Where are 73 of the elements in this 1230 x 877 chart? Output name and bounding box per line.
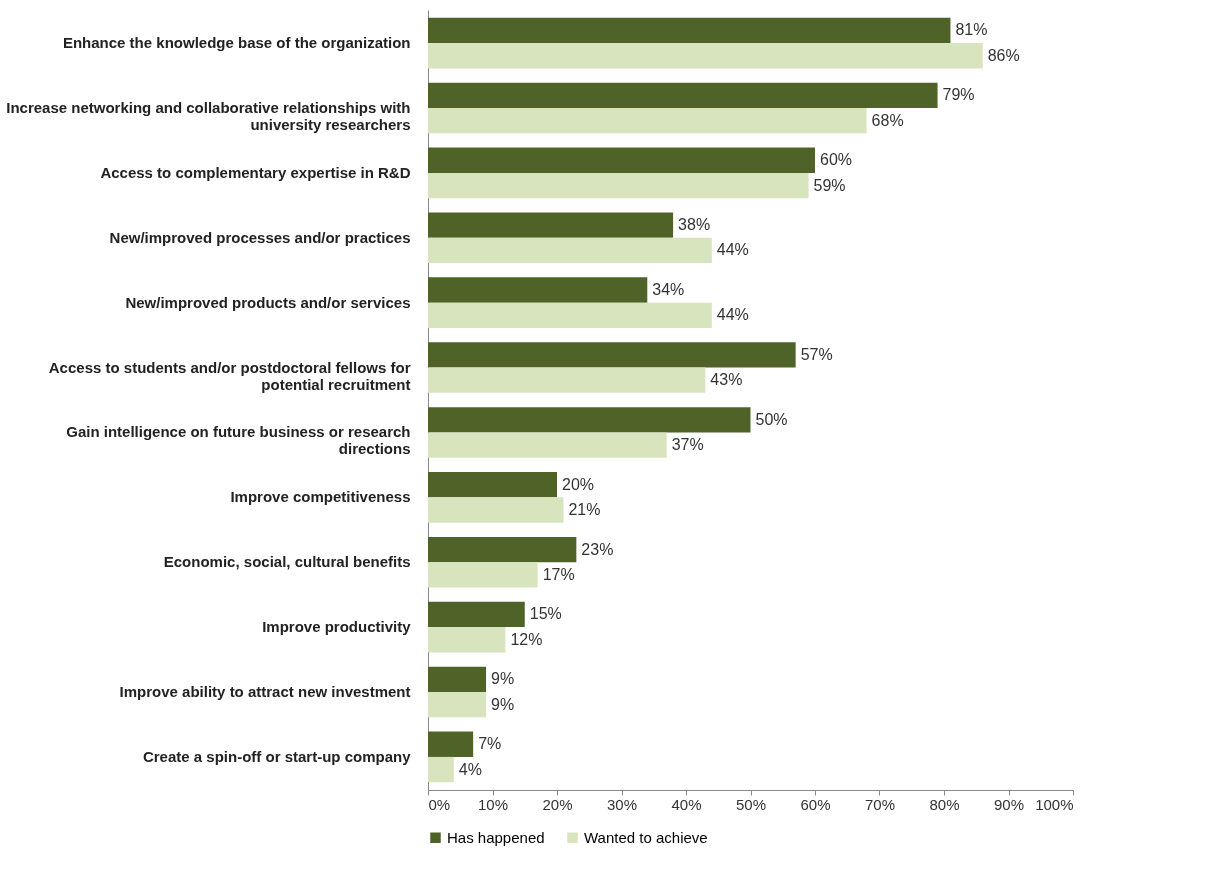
bar — [428, 302, 712, 328]
data-label: 20% — [562, 475, 595, 493]
bar — [428, 692, 487, 718]
bar — [428, 407, 751, 433]
data-label: 23% — [581, 540, 614, 558]
y-tick-label: Access to complementary expertise in R&D — [100, 163, 411, 181]
data-label: 9% — [491, 695, 515, 713]
bar — [428, 82, 938, 108]
x-tick-label: 10% — [477, 795, 509, 813]
y-tick-label: Create a spin-off or start-up company — [142, 747, 412, 765]
bar — [428, 627, 506, 653]
data-label: 9% — [491, 670, 515, 688]
x-tick-label: 70% — [864, 795, 896, 813]
bar — [428, 212, 674, 238]
y-tick-label: Improve competitiveness — [230, 488, 411, 506]
x-tick-label: 30% — [606, 795, 638, 813]
x-tick-label: 50% — [735, 795, 767, 813]
data-label: 60% — [820, 151, 853, 169]
x-tick-label: 80% — [929, 795, 960, 813]
data-label: 44% — [716, 241, 749, 259]
bar — [428, 107, 867, 134]
bar — [428, 147, 815, 173]
bar — [428, 17, 951, 44]
x-tick-label: 0% — [428, 795, 451, 813]
x-tick-label: 60% — [800, 795, 831, 813]
data-label: 57% — [800, 345, 833, 363]
bar — [428, 277, 648, 303]
bar — [428, 756, 454, 783]
bar — [428, 472, 557, 498]
bar — [428, 43, 983, 69]
data-label: 44% — [716, 306, 749, 324]
legend-label: Wanted to achieve — [584, 828, 708, 846]
bar — [428, 172, 809, 199]
bar — [428, 562, 538, 588]
data-label: 15% — [529, 605, 562, 623]
y-tick-label: New/improved products and/or services — [125, 293, 411, 311]
bar — [428, 536, 577, 563]
bar — [428, 432, 667, 458]
y-tick-label: Improve ability to attract new investment — [119, 683, 411, 701]
data-label: 21% — [568, 500, 601, 518]
bar — [428, 367, 706, 393]
x-tick-label: 20% — [542, 795, 573, 813]
data-label: 86% — [987, 46, 1020, 64]
y-tick-label: Access to students and/or postdoctoral fellows for potential recruitment — [48, 358, 411, 393]
data-label: 37% — [671, 436, 704, 454]
bar — [428, 237, 712, 264]
data-label: 34% — [652, 281, 685, 299]
data-label: 79% — [942, 86, 975, 104]
y-tick-label: Gain intelligence on future business or research directions — [66, 423, 411, 458]
data-label: 59% — [813, 176, 846, 194]
bar — [428, 601, 525, 628]
data-label: 17% — [542, 565, 575, 583]
bar — [428, 497, 564, 523]
y-tick-label: Increase networking and collaborative relationships with university researchers — [6, 98, 411, 133]
data-label: 7% — [478, 735, 502, 753]
bar — [428, 731, 474, 757]
x-tick-label: 90% — [993, 795, 1025, 813]
data-label: 68% — [871, 111, 904, 129]
data-label: 43% — [710, 371, 743, 389]
y-tick-label: New/improved processes and/or practices — [109, 228, 411, 246]
y-tick-label: Economic, social, cultural benefits — [163, 553, 411, 571]
y-tick-label: Improve productivity — [262, 618, 412, 636]
legend-label: Has happened — [447, 828, 545, 846]
data-label: 4% — [458, 760, 482, 778]
bar — [428, 666, 487, 693]
data-label: 12% — [510, 630, 543, 648]
x-tick-label: 100% — [1035, 795, 1074, 813]
data-label: 38% — [678, 216, 711, 234]
y-tick-label: Enhance the knowledge base of the organization — [62, 34, 411, 52]
bar — [428, 342, 796, 368]
data-label: 50% — [755, 410, 788, 428]
data-label: 81% — [955, 21, 988, 39]
x-tick-label: 40% — [671, 795, 702, 813]
